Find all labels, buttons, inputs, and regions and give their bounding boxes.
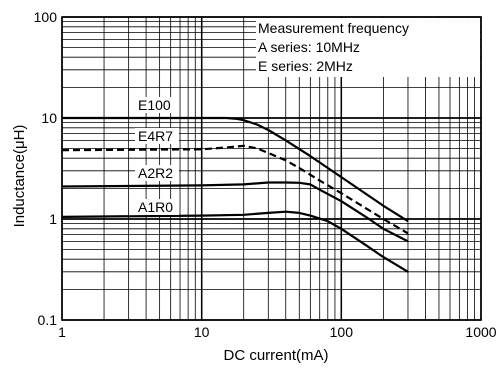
series-line-a2r2: [61, 181, 409, 243]
series-label-e100: E100: [138, 97, 171, 113]
x-tick-label: 10: [194, 324, 210, 340]
series-layer: [61, 116, 409, 273]
x-tick-label: 1000: [465, 324, 496, 340]
annotation-line: A series: 10MHz: [258, 39, 360, 55]
annotation-line: E series: 2MHz: [258, 58, 353, 74]
annotation-background: [256, 18, 480, 77]
annotation-line: Measurement frequency: [258, 20, 409, 36]
series-line-a1r0: [61, 210, 409, 273]
annotation-box: Measurement frequency A series: 10MHz E se…: [256, 18, 480, 77]
series-line-e4r7: [61, 144, 409, 235]
y-tick-label: 0.1: [38, 312, 58, 328]
series-label-background: [135, 128, 179, 144]
plot-frame: [61, 16, 482, 321]
y-tick-label: 1: [49, 211, 57, 227]
grid: [61, 16, 482, 321]
series-label-background: [135, 97, 179, 113]
series-label-a2r2: A2R2: [138, 165, 173, 181]
x-tick-label: 1: [58, 324, 66, 340]
series-label-background: [135, 165, 179, 181]
y-tick-label: 100: [34, 9, 58, 25]
series-label-background: [135, 199, 179, 215]
x-axis-label: DC current(mA): [223, 347, 328, 364]
y-axis-label: Inductance(μH): [11, 125, 28, 228]
series-line-e100: [62, 116, 409, 223]
x-tick-label: 100: [330, 324, 354, 340]
series-label-a1r0: A1R0: [138, 199, 173, 215]
series-labels: E100 E4R7 A2R2 A1R0: [135, 97, 179, 215]
y-tick-label: 10: [41, 110, 57, 126]
series-label-e4r7: E4R7: [138, 128, 173, 144]
